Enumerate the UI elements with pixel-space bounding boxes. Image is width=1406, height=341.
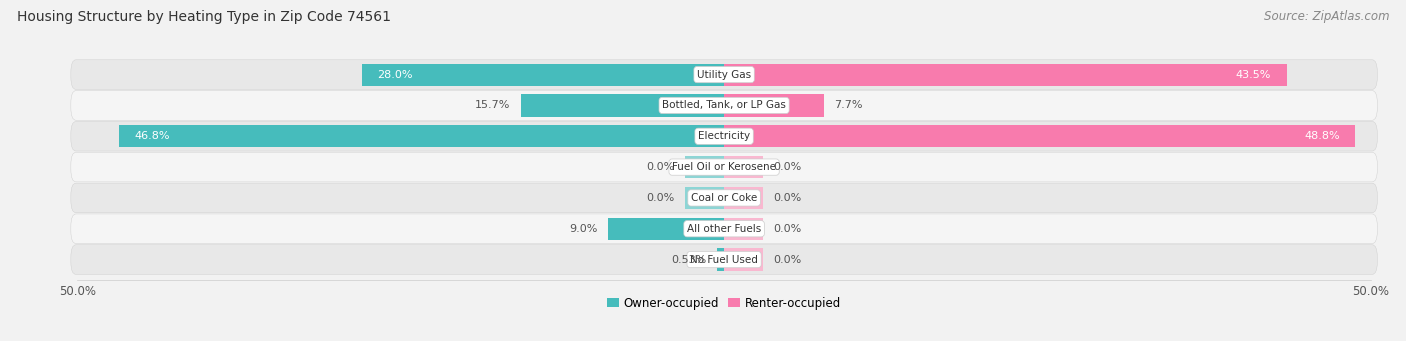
Bar (724, 156, 763, 178)
Text: Housing Structure by Heating Type in Zip Code 74561: Housing Structure by Heating Type in Zip… (17, 10, 391, 24)
Text: 0.0%: 0.0% (647, 162, 675, 172)
Bar (724, 249, 763, 271)
Text: 0.0%: 0.0% (773, 193, 801, 203)
Text: 28.0%: 28.0% (377, 70, 413, 79)
Text: 0.0%: 0.0% (773, 224, 801, 234)
Text: Fuel Oil or Kerosene: Fuel Oil or Kerosene (672, 162, 776, 172)
Text: 48.8%: 48.8% (1305, 131, 1340, 141)
Text: Source: ZipAtlas.com: Source: ZipAtlas.com (1264, 10, 1389, 23)
Legend: Owner-occupied, Renter-occupied: Owner-occupied, Renter-occupied (602, 292, 846, 314)
Text: No Fuel Used: No Fuel Used (690, 255, 758, 265)
Text: 43.5%: 43.5% (1236, 70, 1271, 79)
Text: Coal or Coke: Coal or Coke (690, 193, 758, 203)
Text: 0.0%: 0.0% (647, 193, 675, 203)
Bar (685, 187, 724, 209)
Bar (724, 187, 763, 209)
Text: 0.0%: 0.0% (773, 255, 801, 265)
Bar (717, 249, 724, 271)
Text: All other Fuels: All other Fuels (688, 224, 761, 234)
Bar (522, 94, 724, 117)
Bar (724, 125, 1355, 147)
Text: 46.8%: 46.8% (134, 131, 170, 141)
Bar (724, 94, 824, 117)
FancyBboxPatch shape (70, 60, 1378, 89)
Text: Bottled, Tank, or LP Gas: Bottled, Tank, or LP Gas (662, 101, 786, 110)
Text: 7.7%: 7.7% (834, 101, 862, 110)
FancyBboxPatch shape (70, 121, 1378, 151)
FancyBboxPatch shape (70, 152, 1378, 182)
Text: 0.0%: 0.0% (773, 162, 801, 172)
FancyBboxPatch shape (70, 214, 1378, 243)
Bar (118, 125, 724, 147)
FancyBboxPatch shape (70, 245, 1378, 275)
FancyBboxPatch shape (70, 91, 1378, 120)
Bar (607, 218, 724, 240)
Text: 9.0%: 9.0% (569, 224, 598, 234)
Text: Electricity: Electricity (697, 131, 751, 141)
Bar (724, 63, 1286, 86)
Bar (361, 63, 724, 86)
FancyBboxPatch shape (70, 183, 1378, 213)
Text: Utility Gas: Utility Gas (697, 70, 751, 79)
Bar (685, 156, 724, 178)
Text: 15.7%: 15.7% (475, 101, 510, 110)
Bar (724, 218, 763, 240)
Text: 0.53%: 0.53% (672, 255, 707, 265)
